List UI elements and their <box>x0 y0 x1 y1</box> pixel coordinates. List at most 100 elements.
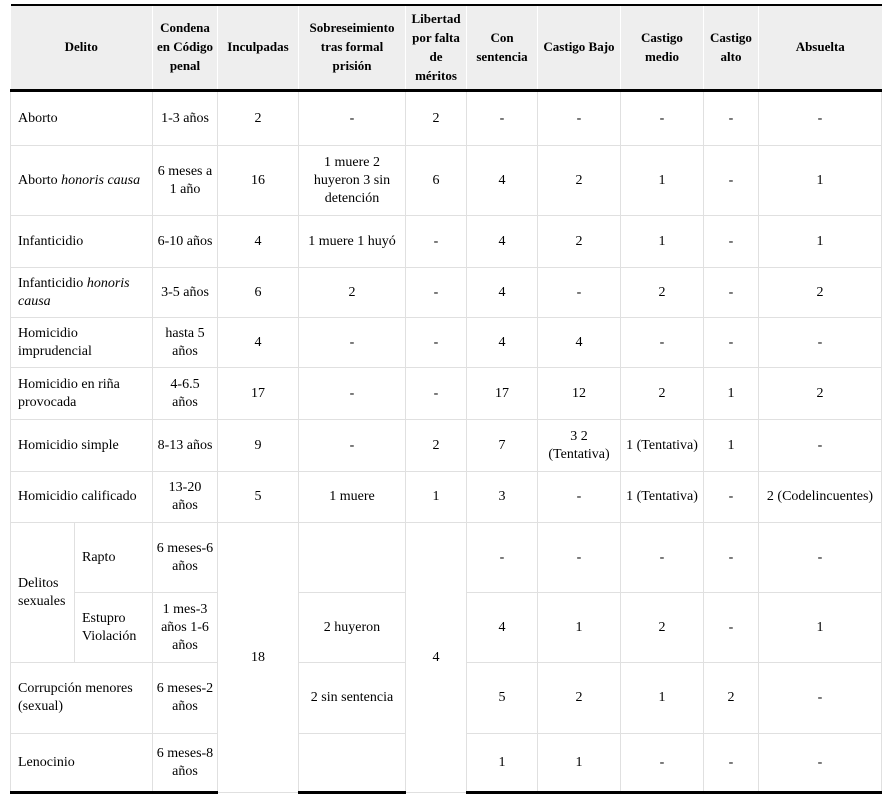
table-cell: 1 <box>620 215 704 269</box>
table-cell: 4 <box>466 317 538 369</box>
table-cell: 2 <box>537 662 621 735</box>
table-cell: 1 <box>537 733 621 795</box>
table-cell: 2 huyeron <box>298 592 406 664</box>
table-cell: 5 <box>217 471 299 524</box>
delito-name-italic: honoris causa <box>18 275 130 309</box>
delito-cell: Homicidio imprudencial <box>10 317 153 369</box>
table-cell: 1 muere 1 huyó <box>298 215 406 269</box>
table-cell: 2 <box>758 367 882 421</box>
table-cell: 6 <box>217 267 299 319</box>
table-row: Aborto honoris causa 6 meses a 1 año 16 1 m… <box>10 145 882 217</box>
table-cell: 1 <box>466 733 538 795</box>
table-cell: - <box>758 90 882 147</box>
column-header-inculpadas: Inculpadas <box>217 5 299 93</box>
table-cell: 1 <box>405 471 467 524</box>
table-cell: - <box>758 317 882 369</box>
table-cell: 4 <box>537 317 621 369</box>
table-cell: 2 sin sentencia <box>298 662 406 735</box>
table-row: Homicidio en riña provocada 4-6.5 años 17-… <box>10 367 882 421</box>
table-cell: 1 <box>758 145 882 217</box>
table-cell: 6 meses-8 años <box>152 733 218 795</box>
table-cell: - <box>405 367 467 421</box>
column-header-con-sentencia: Con sentencia <box>466 5 538 93</box>
table-cell: - <box>758 733 882 795</box>
delito-cell: Homicidio simple <box>10 419 153 473</box>
table-cell: 2 (Codelincuentes) <box>758 471 882 524</box>
delito-name: Aborto <box>18 172 62 188</box>
table-cell: 9 <box>217 419 299 473</box>
table-cell: 4-6.5 años <box>152 367 218 421</box>
table-row: Homicidio simple 8-13 años 9-2 7 3 2 (Tentat… <box>10 419 882 473</box>
table-cell: 3 2 (Tentativa) <box>537 419 621 473</box>
page: Delito Condena en Código penal Inculpadas S… <box>10 4 882 795</box>
column-header-sobreseimiento: Sobreseimiento tras formal prisión <box>298 5 406 93</box>
table-cell: 2 <box>217 90 299 147</box>
table-cell: - <box>703 471 759 524</box>
table-header: Delito Condena en Código penal Inculpadas S… <box>10 5 882 93</box>
table-cell: 3-5 años <box>152 267 218 319</box>
table-cell: 4 <box>466 145 538 217</box>
table-cell: 4 <box>466 592 538 664</box>
delito-cell: Lenocinio <box>10 733 153 795</box>
delito-cell: Homicidio en riña provocada <box>10 367 153 421</box>
table-row: Homicidio calificado 13-20 años 5 1 muere 1 3… <box>10 471 882 524</box>
delito-cell: Corrupción menores (sexual) <box>10 662 153 735</box>
delito-group-cell: Delitos sexuales <box>10 522 75 664</box>
table-cell: - <box>703 215 759 269</box>
delito-cell: Aborto <box>10 90 153 147</box>
table-cell: - <box>466 522 538 594</box>
table-cell: 6 meses a 1 año <box>152 145 218 217</box>
table-cell: 1 <box>620 662 704 735</box>
table-cell: 2 <box>298 267 406 319</box>
table-cell: 1 muere 2 huyeron 3 sin detención <box>298 145 406 217</box>
table-cell: 5 <box>466 662 538 735</box>
table-row: Lenocinio 6 meses-8 años 1 1- - - <box>10 733 882 795</box>
table-cell: - <box>620 90 704 147</box>
table-cell: 6 <box>405 145 467 217</box>
table-cell: 2 <box>758 267 882 319</box>
delito-name-italic: honoris causa <box>61 172 141 188</box>
table-cell: - <box>537 522 621 594</box>
table-cell: - <box>703 317 759 369</box>
table-cell: - <box>758 419 882 473</box>
column-header-castigo-medio: Castigo medio <box>620 5 704 93</box>
delito-cell: Homicidio calificado <box>10 471 153 524</box>
table-cell: 2 <box>703 662 759 735</box>
table-cell: - <box>405 267 467 319</box>
table-row: Corrupción menores (sexual) 6 meses-2 año… <box>10 662 882 735</box>
table-cell: - <box>405 317 467 369</box>
table-cell: - <box>466 90 538 147</box>
table-cell: 2 <box>537 145 621 217</box>
table-cell: 3 <box>466 471 538 524</box>
table-cell: 1 (Tentativa) <box>620 419 704 473</box>
delito-cell: Aborto honoris causa <box>10 145 153 217</box>
table-cell: 1-3 años <box>152 90 218 147</box>
table-cell: 16 <box>217 145 299 217</box>
table-cell: 2 <box>620 267 704 319</box>
table-cell: 4 <box>217 317 299 369</box>
table-cell: 6 meses-6 años <box>152 522 218 594</box>
table-cell: 12 <box>537 367 621 421</box>
table-cell: - <box>620 522 704 594</box>
table-cell: 1 muere <box>298 471 406 524</box>
table-cell: - <box>703 267 759 319</box>
table-cell: - <box>537 267 621 319</box>
crime-sentencing-table: Delito Condena en Código penal Inculpadas S… <box>10 4 882 795</box>
table-cell: 1 <box>537 592 621 664</box>
table-cell: - <box>620 317 704 369</box>
column-header-condena: Condena en Código penal <box>152 5 218 93</box>
table-cell <box>298 733 406 795</box>
table-row: Estupro Violación 1 mes-3 años 1-6 años 2 … <box>11 592 882 664</box>
column-header-absuelta: Absuelta <box>758 5 882 93</box>
table-cell: 17 <box>466 367 538 421</box>
table-cell: 1 <box>758 592 882 664</box>
table-cell: - <box>620 733 704 795</box>
table-cell: - <box>703 522 759 594</box>
table-cell: 1 <box>758 215 882 269</box>
table-cell: - <box>537 90 621 147</box>
table-cell: 1 <box>703 419 759 473</box>
table-row: Delitos sexuales Rapto 6 meses-6 años 18 4- -… <box>10 522 882 794</box>
delito-cell: Infanticidio honoris causa <box>10 267 153 319</box>
table-cell: - <box>537 471 621 524</box>
table-cell: 6 meses-2 años <box>152 662 218 735</box>
